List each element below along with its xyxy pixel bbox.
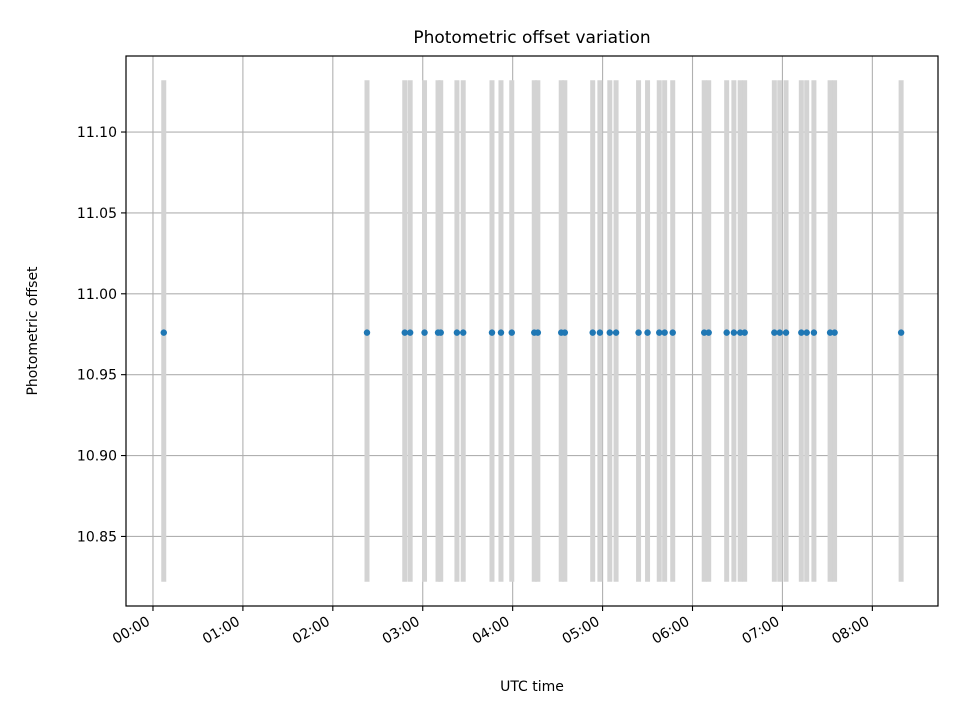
data-point xyxy=(606,329,613,336)
y-tick-label: 10.90 xyxy=(77,449,117,465)
y-tick-label: 11.05 xyxy=(77,206,117,222)
data-point xyxy=(363,329,371,336)
data-point xyxy=(661,329,668,336)
data-point xyxy=(776,329,783,336)
data-point xyxy=(741,329,748,336)
data-point xyxy=(612,329,620,336)
data-point xyxy=(534,329,542,336)
data-point xyxy=(826,329,834,336)
data-point xyxy=(669,329,676,336)
data-point xyxy=(810,329,818,336)
data-point xyxy=(488,329,496,336)
plot-area-frame xyxy=(125,55,939,607)
data-point xyxy=(723,329,730,336)
data-point xyxy=(701,329,708,336)
data-point xyxy=(497,329,505,336)
y-tick-label: 11.00 xyxy=(77,287,117,303)
x-axis-label: UTC time xyxy=(500,679,564,695)
data-point xyxy=(803,329,810,336)
data-point xyxy=(771,329,778,336)
y-tick-label: 10.85 xyxy=(77,529,117,545)
data-point xyxy=(644,329,651,336)
data-point xyxy=(589,329,596,336)
y-tick-label: 11.10 xyxy=(77,125,117,141)
data-point xyxy=(453,329,461,336)
data-point xyxy=(897,329,905,336)
data-point xyxy=(401,329,408,336)
y-axis-ticks: 10.85 10.90 10.95 11.00 11.05 11.10 xyxy=(77,125,126,545)
y-axis-label: Photometric offset xyxy=(25,266,41,396)
data-point xyxy=(596,329,604,336)
data-point xyxy=(460,329,467,336)
data-point xyxy=(421,329,428,336)
data-point xyxy=(798,329,805,336)
data-point xyxy=(561,329,569,336)
chart-title: Photometric offset variation xyxy=(413,28,650,48)
data-point xyxy=(160,329,167,336)
data-point xyxy=(782,329,790,336)
data-point xyxy=(437,329,444,336)
data-point xyxy=(730,329,738,336)
data-point xyxy=(656,329,663,336)
data-point xyxy=(831,329,838,336)
y-tick-label: 10.95 xyxy=(77,368,117,384)
data-point xyxy=(406,329,414,336)
data-point xyxy=(736,329,744,336)
data-point xyxy=(508,329,515,336)
data-point xyxy=(705,329,712,336)
data-point xyxy=(635,329,642,336)
data-points xyxy=(160,329,905,336)
